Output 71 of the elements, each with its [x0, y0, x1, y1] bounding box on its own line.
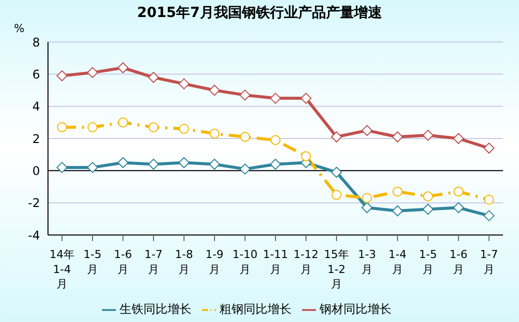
point: [301, 151, 311, 162]
point: [240, 132, 250, 142]
point: [300, 92, 312, 104]
point: [148, 72, 159, 83]
point: [332, 190, 342, 200]
point: [118, 62, 128, 74]
point: [422, 130, 434, 141]
point: [118, 117, 128, 128]
y-tick-label: 0: [32, 164, 40, 178]
point: [331, 131, 342, 142]
legend-label: 生铁同比增长: [120, 302, 192, 316]
point: [56, 162, 68, 173]
point: [209, 84, 220, 96]
point: [331, 166, 342, 178]
point: [87, 162, 98, 173]
point: [484, 194, 494, 205]
x-tick-label: 1-7月: [144, 248, 162, 276]
point: [57, 122, 67, 132]
x-tick-label: 15年1-2月: [324, 248, 349, 291]
point: [179, 124, 189, 134]
x-tick-label: 14年1-4月: [50, 248, 74, 291]
x-tick-label: 1-5月: [419, 248, 437, 276]
point: [392, 186, 402, 197]
x-tick-label: 1-8月: [175, 248, 193, 276]
point: [362, 124, 372, 136]
y-tick-label: -4: [28, 228, 40, 242]
chart-title: 2015年7月我国钢铁行业产品产量增速: [136, 4, 383, 22]
point: [362, 193, 372, 204]
legend-label: 粗钢同比增长: [220, 302, 292, 316]
point: [209, 158, 220, 170]
x-tick-label: 1-6月: [450, 248, 468, 276]
point: [484, 210, 494, 222]
x-tick-label: 1-10月: [232, 248, 258, 276]
point: [148, 122, 158, 132]
x-tick-label: 1-7月: [480, 248, 498, 276]
y-axis-title: %: [14, 22, 24, 35]
point: [270, 135, 280, 146]
x-tick-label: 1-6月: [114, 248, 132, 276]
point: [454, 186, 464, 197]
legend-label: 钢材同比增长: [320, 302, 392, 316]
x-tick-label: 1-11月: [263, 248, 288, 276]
point: [270, 158, 281, 170]
point: [56, 70, 68, 82]
point: [453, 133, 464, 144]
point: [88, 122, 98, 132]
point: [392, 205, 403, 216]
x-tick-label: 1-12月: [294, 248, 318, 276]
point: [178, 157, 190, 168]
point: [423, 191, 433, 202]
x-tick-label: 1-5月: [84, 248, 102, 276]
point: [148, 158, 159, 170]
point: [392, 131, 403, 142]
point: [362, 202, 372, 214]
y-tick-label: 4: [32, 100, 40, 114]
point: [453, 202, 464, 214]
point: [422, 204, 434, 215]
point: [178, 78, 190, 90]
x-tick-label: 1-9月: [206, 248, 224, 276]
x-tick-label: 1-4月: [388, 248, 406, 276]
y-tick-label: 2: [32, 132, 40, 146]
y-tick-label: 6: [32, 67, 40, 82]
x-tick-label: 1-3月: [358, 248, 376, 276]
point: [484, 142, 494, 154]
point: [210, 128, 220, 139]
point: [118, 157, 128, 168]
point: [87, 67, 98, 78]
y-tick-label: 8: [32, 35, 40, 50]
point: [240, 164, 250, 175]
y-tick-label: -2: [28, 196, 40, 210]
point: [240, 90, 250, 101]
point: [270, 92, 281, 104]
